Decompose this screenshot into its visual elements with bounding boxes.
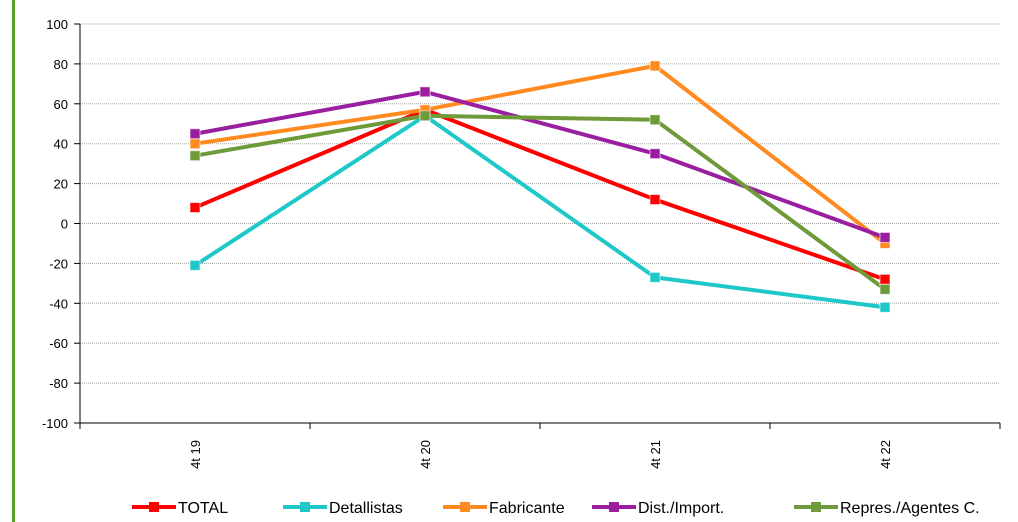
gridlines bbox=[80, 23, 1000, 384]
series-line bbox=[193, 89, 887, 240]
series-line bbox=[193, 107, 887, 282]
x-tick-label: 4t 19 bbox=[188, 440, 203, 469]
y-tick-label: -100 bbox=[42, 416, 68, 431]
data-point bbox=[419, 86, 431, 98]
data-point bbox=[879, 301, 891, 313]
series-lines bbox=[189, 60, 891, 313]
y-tick-label: -40 bbox=[49, 296, 68, 311]
legend-swatch-marker bbox=[811, 502, 821, 512]
legend: TOTAL Detallistas Fabricante Dist./Import. R… bbox=[132, 500, 980, 517]
axes bbox=[74, 23, 1001, 429]
data-point bbox=[189, 128, 201, 140]
data-point bbox=[419, 110, 431, 122]
data-point bbox=[649, 60, 661, 72]
x-tick-label: 4t 21 bbox=[648, 440, 663, 469]
data-point bbox=[649, 148, 661, 160]
series-line bbox=[193, 113, 887, 310]
legend-label: Detallistas bbox=[329, 500, 403, 517]
y-tick-label: 20 bbox=[54, 177, 68, 192]
y-tick-label: 0 bbox=[61, 217, 68, 232]
legend-label: Dist./Import. bbox=[638, 500, 724, 517]
legend-swatch-marker bbox=[149, 502, 159, 512]
legend-swatch-marker bbox=[609, 502, 619, 512]
y-tick-label: -80 bbox=[49, 376, 68, 391]
data-point bbox=[879, 273, 891, 285]
x-tick-label: 4t 22 bbox=[878, 440, 893, 469]
data-point bbox=[189, 259, 201, 271]
x-tick-label: 4t 20 bbox=[418, 440, 433, 469]
data-point bbox=[649, 114, 661, 126]
y-tick-label: 80 bbox=[54, 57, 68, 72]
legend-swatch-marker bbox=[300, 502, 310, 512]
series-line bbox=[193, 113, 887, 292]
legend-swatch-marker bbox=[460, 502, 470, 512]
data-point bbox=[879, 283, 891, 295]
legend-label: Repres./Agentes C. bbox=[840, 500, 980, 517]
data-point bbox=[189, 138, 201, 150]
data-point bbox=[189, 202, 201, 214]
left-frame-border bbox=[12, 0, 15, 522]
y-tick-labels: 100 80 60 40 20 0 -20 -40 -60 -80 -100 bbox=[42, 17, 68, 431]
y-tick-label: 40 bbox=[54, 137, 68, 152]
x-tick-labels: 4t 19 4t 20 4t 21 4t 22 bbox=[188, 440, 893, 469]
y-tick-label: -60 bbox=[49, 336, 68, 351]
data-point bbox=[189, 150, 201, 162]
data-point bbox=[879, 231, 891, 243]
y-tick-label: 100 bbox=[46, 17, 68, 32]
y-tick-label: 60 bbox=[54, 97, 68, 112]
legend-label: TOTAL bbox=[178, 500, 228, 517]
series-line bbox=[193, 63, 887, 246]
legend-label: Fabricante bbox=[489, 500, 565, 517]
data-point bbox=[649, 194, 661, 206]
data-point bbox=[649, 271, 661, 283]
y-tick-label: -20 bbox=[49, 256, 68, 271]
